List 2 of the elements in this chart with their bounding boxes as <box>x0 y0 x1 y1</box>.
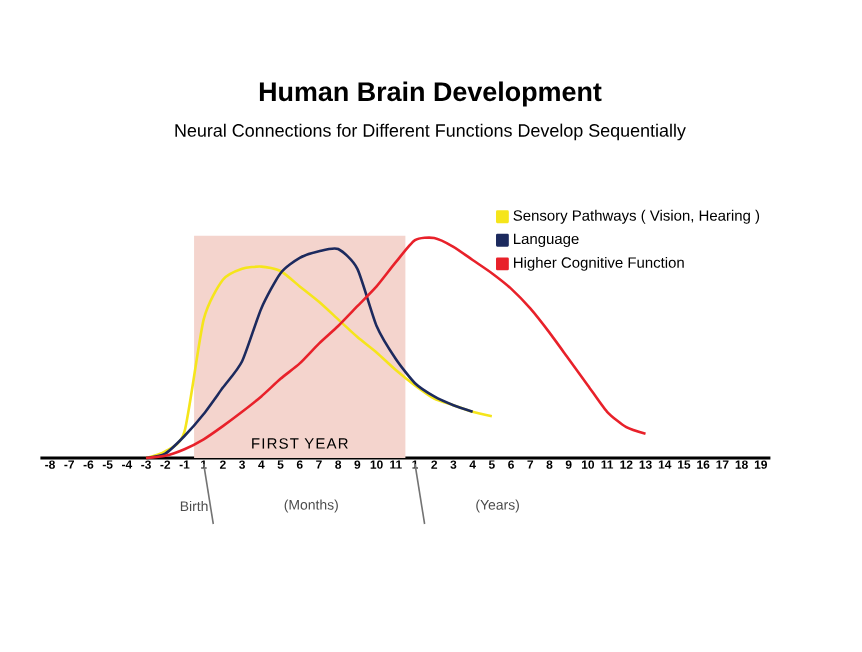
chart-subtitle: Neural Connections for Different Functions Develop Sequentially <box>175 123 686 141</box>
chart-title: Human Brain Development <box>259 81 602 107</box>
